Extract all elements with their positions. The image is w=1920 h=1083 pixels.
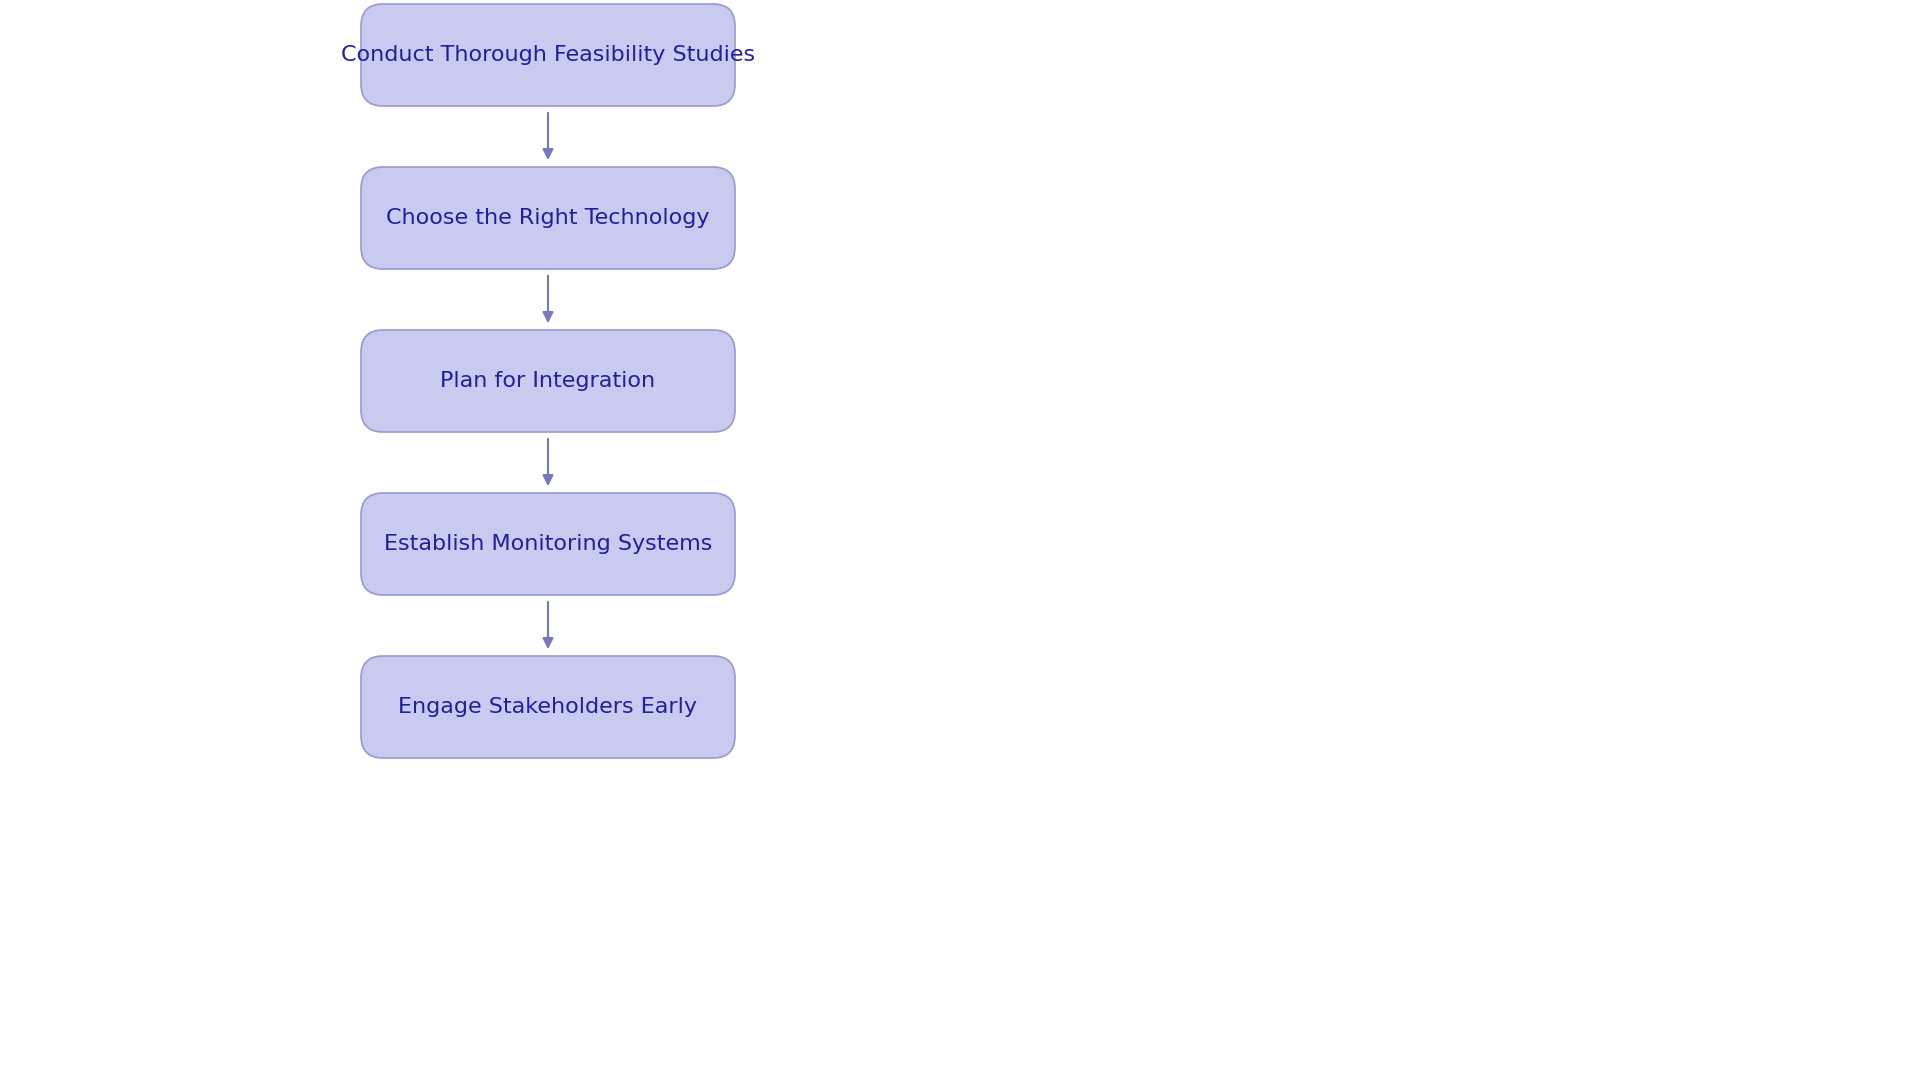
- FancyBboxPatch shape: [361, 656, 735, 758]
- FancyBboxPatch shape: [361, 493, 735, 595]
- Text: Engage Stakeholders Early: Engage Stakeholders Early: [399, 697, 697, 717]
- FancyBboxPatch shape: [361, 4, 735, 106]
- FancyBboxPatch shape: [361, 167, 735, 269]
- Text: Conduct Thorough Feasibility Studies: Conduct Thorough Feasibility Studies: [342, 45, 755, 65]
- FancyBboxPatch shape: [361, 330, 735, 432]
- Text: Establish Monitoring Systems: Establish Monitoring Systems: [384, 534, 712, 554]
- Text: Plan for Integration: Plan for Integration: [440, 371, 655, 391]
- Text: Choose the Right Technology: Choose the Right Technology: [386, 208, 710, 229]
